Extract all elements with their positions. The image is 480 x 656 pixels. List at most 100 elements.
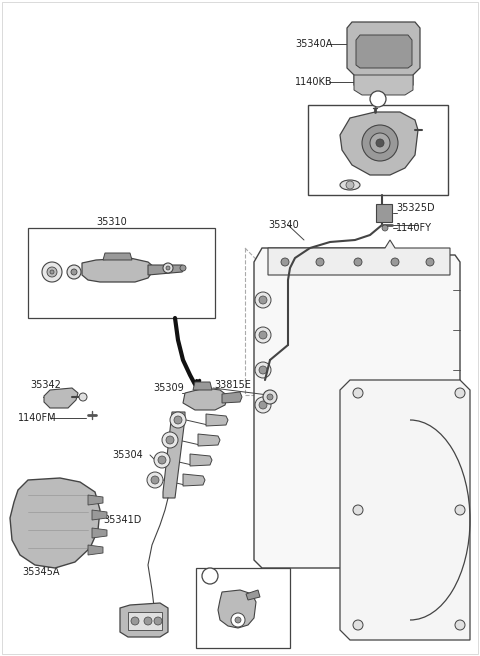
- Polygon shape: [356, 35, 412, 68]
- Text: 35341D: 35341D: [103, 515, 142, 525]
- Text: 35310: 35310: [96, 217, 127, 227]
- Circle shape: [147, 472, 163, 488]
- Circle shape: [370, 133, 390, 153]
- Circle shape: [263, 390, 277, 404]
- Circle shape: [353, 388, 363, 398]
- Circle shape: [180, 265, 186, 271]
- Polygon shape: [354, 75, 413, 95]
- Circle shape: [259, 366, 267, 374]
- Text: 33815E: 33815E: [132, 234, 167, 243]
- Text: 31337F: 31337F: [222, 571, 258, 581]
- Text: 35305: 35305: [375, 180, 406, 190]
- Circle shape: [255, 292, 271, 308]
- Polygon shape: [198, 434, 220, 446]
- Polygon shape: [193, 382, 212, 390]
- Polygon shape: [92, 510, 107, 520]
- Circle shape: [259, 331, 267, 339]
- Polygon shape: [196, 568, 290, 648]
- Circle shape: [131, 617, 139, 625]
- Circle shape: [370, 91, 386, 107]
- Polygon shape: [206, 414, 228, 426]
- Text: 35312H: 35312H: [155, 291, 191, 300]
- Circle shape: [202, 568, 218, 584]
- Text: 33815E: 33815E: [214, 380, 251, 390]
- Text: 35340: 35340: [268, 220, 299, 230]
- Polygon shape: [254, 248, 460, 568]
- Circle shape: [353, 620, 363, 630]
- Circle shape: [455, 388, 465, 398]
- Circle shape: [376, 139, 384, 147]
- Polygon shape: [183, 474, 205, 486]
- Ellipse shape: [340, 180, 360, 190]
- Text: 35312J: 35312J: [72, 304, 103, 312]
- Circle shape: [71, 269, 77, 275]
- Polygon shape: [128, 612, 162, 630]
- Circle shape: [158, 456, 166, 464]
- Polygon shape: [347, 22, 420, 90]
- Text: a: a: [208, 571, 212, 581]
- Circle shape: [455, 620, 465, 630]
- Polygon shape: [148, 265, 185, 275]
- Circle shape: [174, 416, 182, 424]
- Text: 35304: 35304: [112, 450, 143, 460]
- Text: 35340A: 35340A: [295, 39, 332, 49]
- Circle shape: [255, 397, 271, 413]
- Text: 35325D: 35325D: [396, 203, 434, 213]
- Circle shape: [346, 181, 354, 189]
- Polygon shape: [218, 590, 256, 628]
- Polygon shape: [308, 105, 448, 195]
- Polygon shape: [120, 603, 168, 637]
- Circle shape: [426, 258, 434, 266]
- Polygon shape: [376, 204, 392, 222]
- Polygon shape: [10, 478, 100, 568]
- Circle shape: [316, 258, 324, 266]
- Polygon shape: [88, 545, 103, 555]
- Polygon shape: [190, 454, 212, 466]
- Circle shape: [259, 296, 267, 304]
- Circle shape: [154, 617, 162, 625]
- Circle shape: [50, 270, 54, 274]
- Circle shape: [281, 258, 289, 266]
- Circle shape: [170, 412, 186, 428]
- Text: a: a: [375, 94, 381, 104]
- Polygon shape: [222, 392, 242, 403]
- Polygon shape: [82, 258, 155, 282]
- Polygon shape: [246, 590, 260, 600]
- Text: 35309: 35309: [153, 383, 184, 393]
- Circle shape: [235, 617, 241, 623]
- Polygon shape: [340, 380, 470, 640]
- Circle shape: [353, 505, 363, 515]
- Circle shape: [144, 617, 152, 625]
- Circle shape: [259, 401, 267, 409]
- Text: 1140FY: 1140FY: [396, 223, 432, 233]
- Polygon shape: [92, 528, 107, 538]
- Circle shape: [42, 262, 62, 282]
- Text: 33100B: 33100B: [308, 108, 346, 118]
- Text: 35345A: 35345A: [22, 567, 60, 577]
- Circle shape: [162, 432, 178, 448]
- Circle shape: [366, 79, 372, 85]
- Polygon shape: [340, 112, 418, 175]
- Circle shape: [79, 393, 87, 401]
- Circle shape: [163, 263, 173, 273]
- Polygon shape: [88, 495, 103, 505]
- Circle shape: [166, 436, 174, 444]
- Text: 1140FM: 1140FM: [18, 413, 57, 423]
- Polygon shape: [28, 228, 215, 318]
- Circle shape: [255, 327, 271, 343]
- Circle shape: [382, 225, 388, 231]
- Polygon shape: [268, 240, 450, 275]
- Circle shape: [67, 265, 81, 279]
- Circle shape: [455, 505, 465, 515]
- Circle shape: [362, 125, 398, 161]
- Circle shape: [151, 476, 159, 484]
- Polygon shape: [183, 388, 228, 410]
- Circle shape: [255, 362, 271, 378]
- Polygon shape: [44, 388, 78, 408]
- Text: 35312: 35312: [40, 251, 69, 260]
- Polygon shape: [103, 253, 132, 260]
- Circle shape: [166, 266, 170, 270]
- Circle shape: [154, 452, 170, 468]
- Circle shape: [47, 267, 57, 277]
- Polygon shape: [163, 412, 185, 498]
